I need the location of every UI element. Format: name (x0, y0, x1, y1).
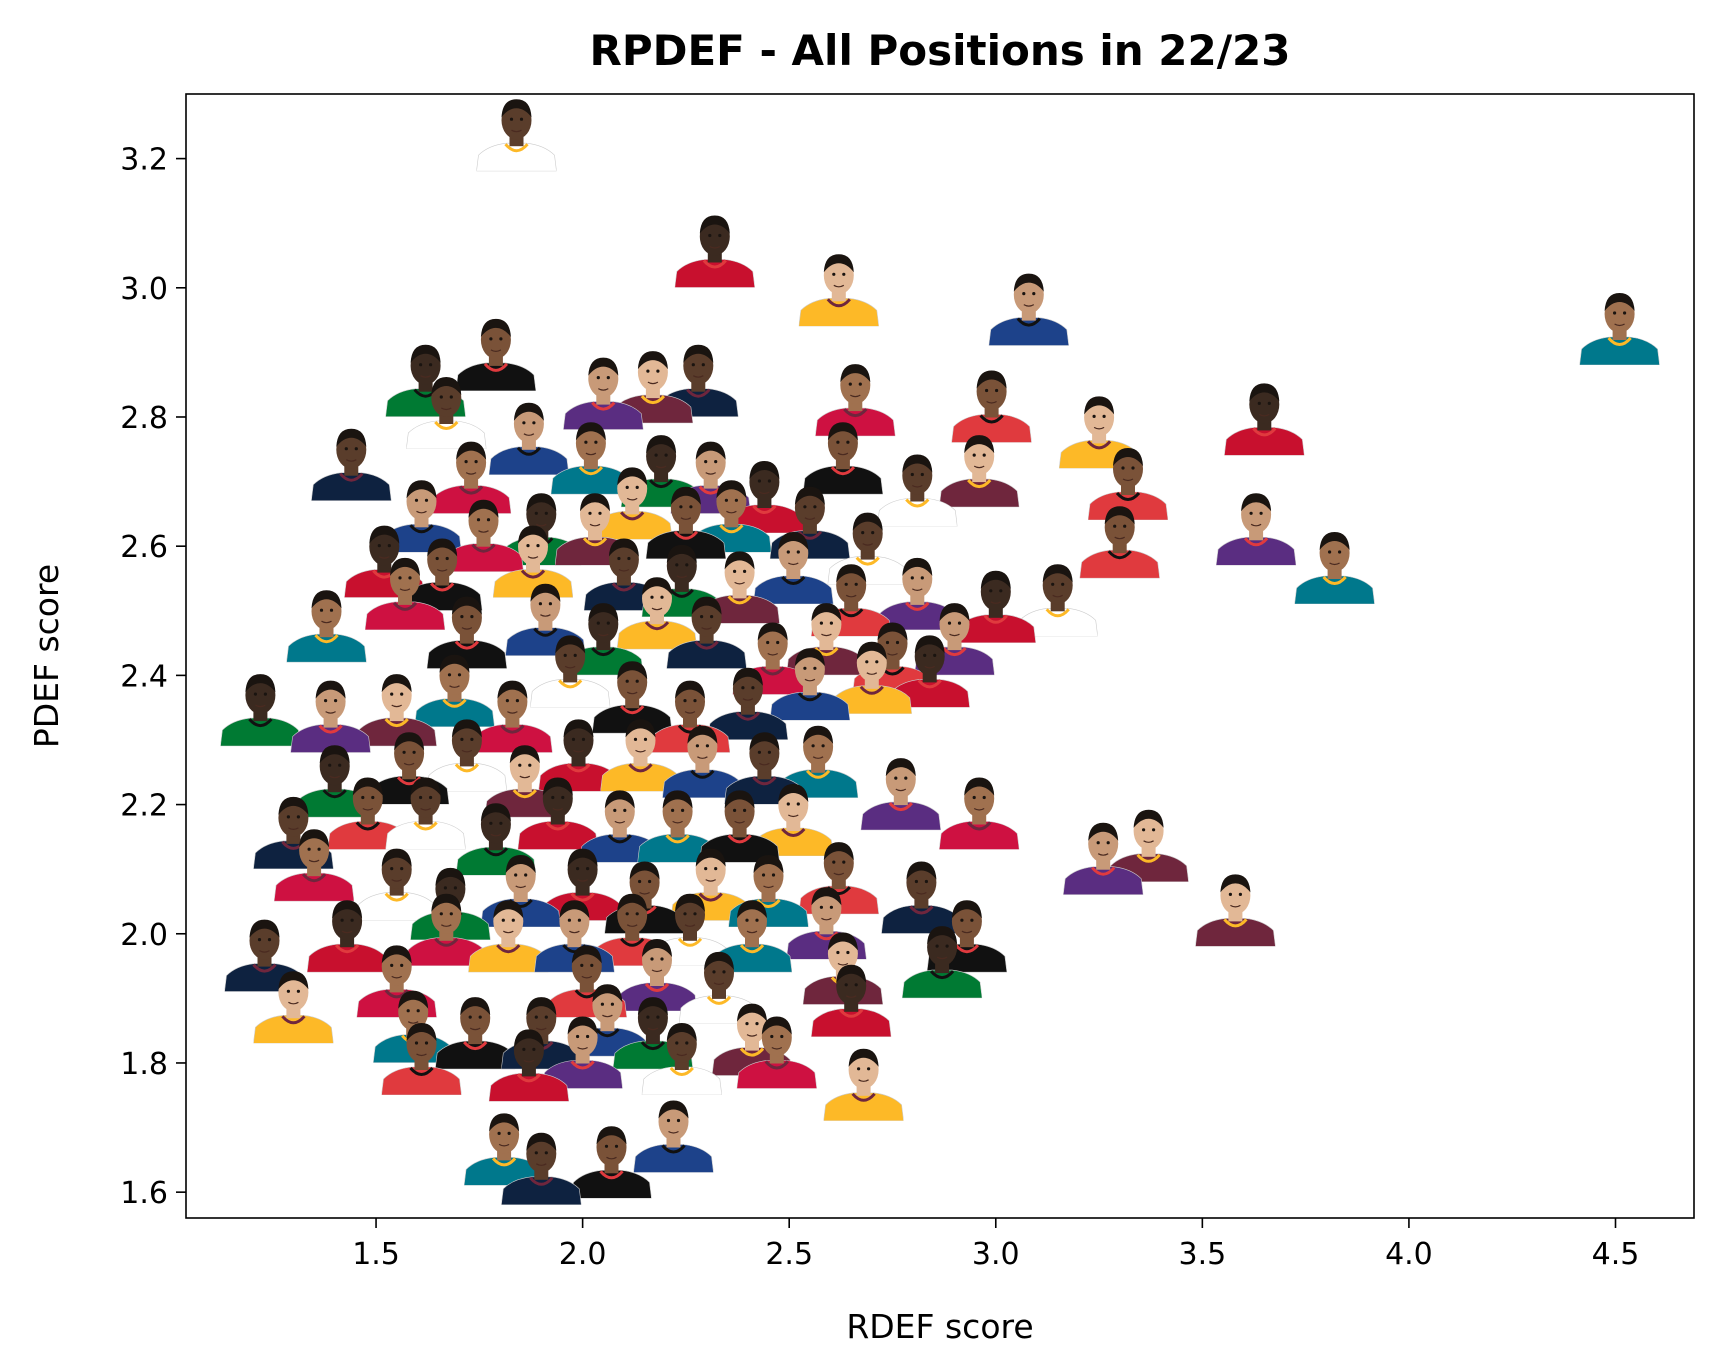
player-headshot-point (385, 777, 466, 850)
player-headshot-point (951, 370, 1032, 443)
x-axis-label: RDEF score (846, 1307, 1033, 1346)
player-headshot-point (753, 532, 834, 604)
player-headshot-point (699, 551, 780, 624)
player-headshot-point (955, 570, 1036, 643)
player-headshot-point (600, 719, 681, 792)
y-tick-label: 2.2 (120, 789, 168, 824)
player-headshot-point (455, 318, 536, 391)
player-headshot-point (286, 590, 367, 663)
player-headshot-point (406, 377, 487, 449)
player-headshot-point (939, 435, 1020, 508)
player-headshot-point (307, 900, 388, 973)
data-points (220, 99, 1660, 1205)
player-headshot-point (617, 577, 697, 650)
player-headshot-point (827, 512, 908, 585)
player-headshot-point (1195, 874, 1276, 947)
player-headshot-point (988, 273, 1069, 346)
player-headshot-point (501, 1132, 582, 1205)
player-headshot-point (381, 1023, 462, 1095)
x-tick-label: 4.5 (1592, 1237, 1640, 1272)
x-tick-label: 2.5 (765, 1237, 813, 1272)
player-headshot-point (488, 402, 569, 475)
player-headshot-point (939, 777, 1020, 850)
player-headshot-point (488, 1029, 569, 1102)
player-headshot-point (877, 454, 958, 527)
y-tick-label: 1.6 (120, 1176, 168, 1211)
player-headshot-point (476, 99, 557, 172)
player-headshot-point (592, 467, 673, 540)
player-headshot-point (530, 635, 611, 708)
player-headshot-point (617, 939, 697, 1011)
y-tick-label: 3.2 (120, 143, 168, 178)
player-headshot-point (902, 926, 983, 999)
player-headshot-point (769, 648, 850, 721)
player-headshot-point (472, 680, 553, 753)
plot-frame (185, 93, 1695, 1219)
y-tick-label: 2.0 (120, 918, 168, 953)
player-headshot-point (550, 422, 631, 495)
player-headshot-point (1224, 383, 1305, 456)
x-tick-label: 1.5 (352, 1237, 400, 1272)
player-headshot-point (1294, 532, 1375, 604)
x-tick-label: 2.0 (559, 1237, 607, 1272)
x-tick-label: 4.0 (1385, 1237, 1433, 1272)
player-headshot-point (517, 777, 598, 850)
player-headshot-point (823, 1048, 904, 1121)
player-headshot-point (274, 829, 355, 902)
player-headshot-point (1063, 822, 1144, 895)
player-headshot-point (571, 1126, 652, 1199)
y-tick-label: 3.0 (120, 272, 168, 307)
player-headshot-point (641, 1023, 722, 1095)
y-tick-label: 2.4 (120, 659, 168, 694)
y-axis-ticks: 1.6 1.8 2.0 2.2 2.4 2.6 2.8 3.0 3.2 (120, 143, 186, 1211)
player-headshot-point (311, 428, 392, 501)
player-headshot-point (253, 971, 334, 1044)
player-headshot-point (435, 997, 516, 1070)
player-headshot-point (365, 557, 445, 630)
player-headshot-point (633, 1100, 714, 1173)
player-headshot-point (431, 441, 512, 514)
player-headshot-point (637, 790, 718, 863)
player-headshot-point (736, 1016, 817, 1089)
player-headshot-point (1216, 493, 1297, 566)
player-headshot-point (877, 557, 958, 630)
player-headshot-point (645, 486, 726, 559)
player-headshot-point (1079, 506, 1160, 579)
x-axis-ticks: 1.5 2.0 2.5 3.0 3.5 4.0 4.5 (352, 1218, 1639, 1272)
player-headshot-point (802, 422, 883, 495)
x-tick-label: 3.5 (1178, 1237, 1226, 1272)
player-headshot-point (662, 725, 743, 798)
y-tick-label: 1.8 (120, 1047, 168, 1082)
player-headshot-point (860, 758, 941, 831)
player-headshot-point (356, 848, 437, 921)
chart-title: RPDEF - All Positions in 22/23 (590, 26, 1291, 75)
player-headshot-point (426, 719, 507, 792)
y-tick-label: 2.6 (120, 530, 168, 565)
y-axis-label: PDEF score (27, 564, 66, 748)
x-tick-label: 3.0 (972, 1237, 1020, 1272)
player-headshot-point (798, 254, 879, 327)
player-headshot-point (563, 357, 644, 430)
player-headshot-point (414, 654, 495, 727)
player-headshot-point (674, 215, 755, 288)
player-headshot-point (666, 596, 747, 669)
y-tick-label: 2.8 (120, 401, 168, 436)
player-headshot-point (831, 641, 912, 714)
player-headshot-point (406, 893, 487, 966)
player-headshot-point (811, 964, 892, 1037)
player-headshot-point (1017, 564, 1098, 637)
player-headshot-point (220, 674, 301, 747)
player-headshot-point (1579, 293, 1660, 365)
player-headshot-point (290, 680, 371, 753)
